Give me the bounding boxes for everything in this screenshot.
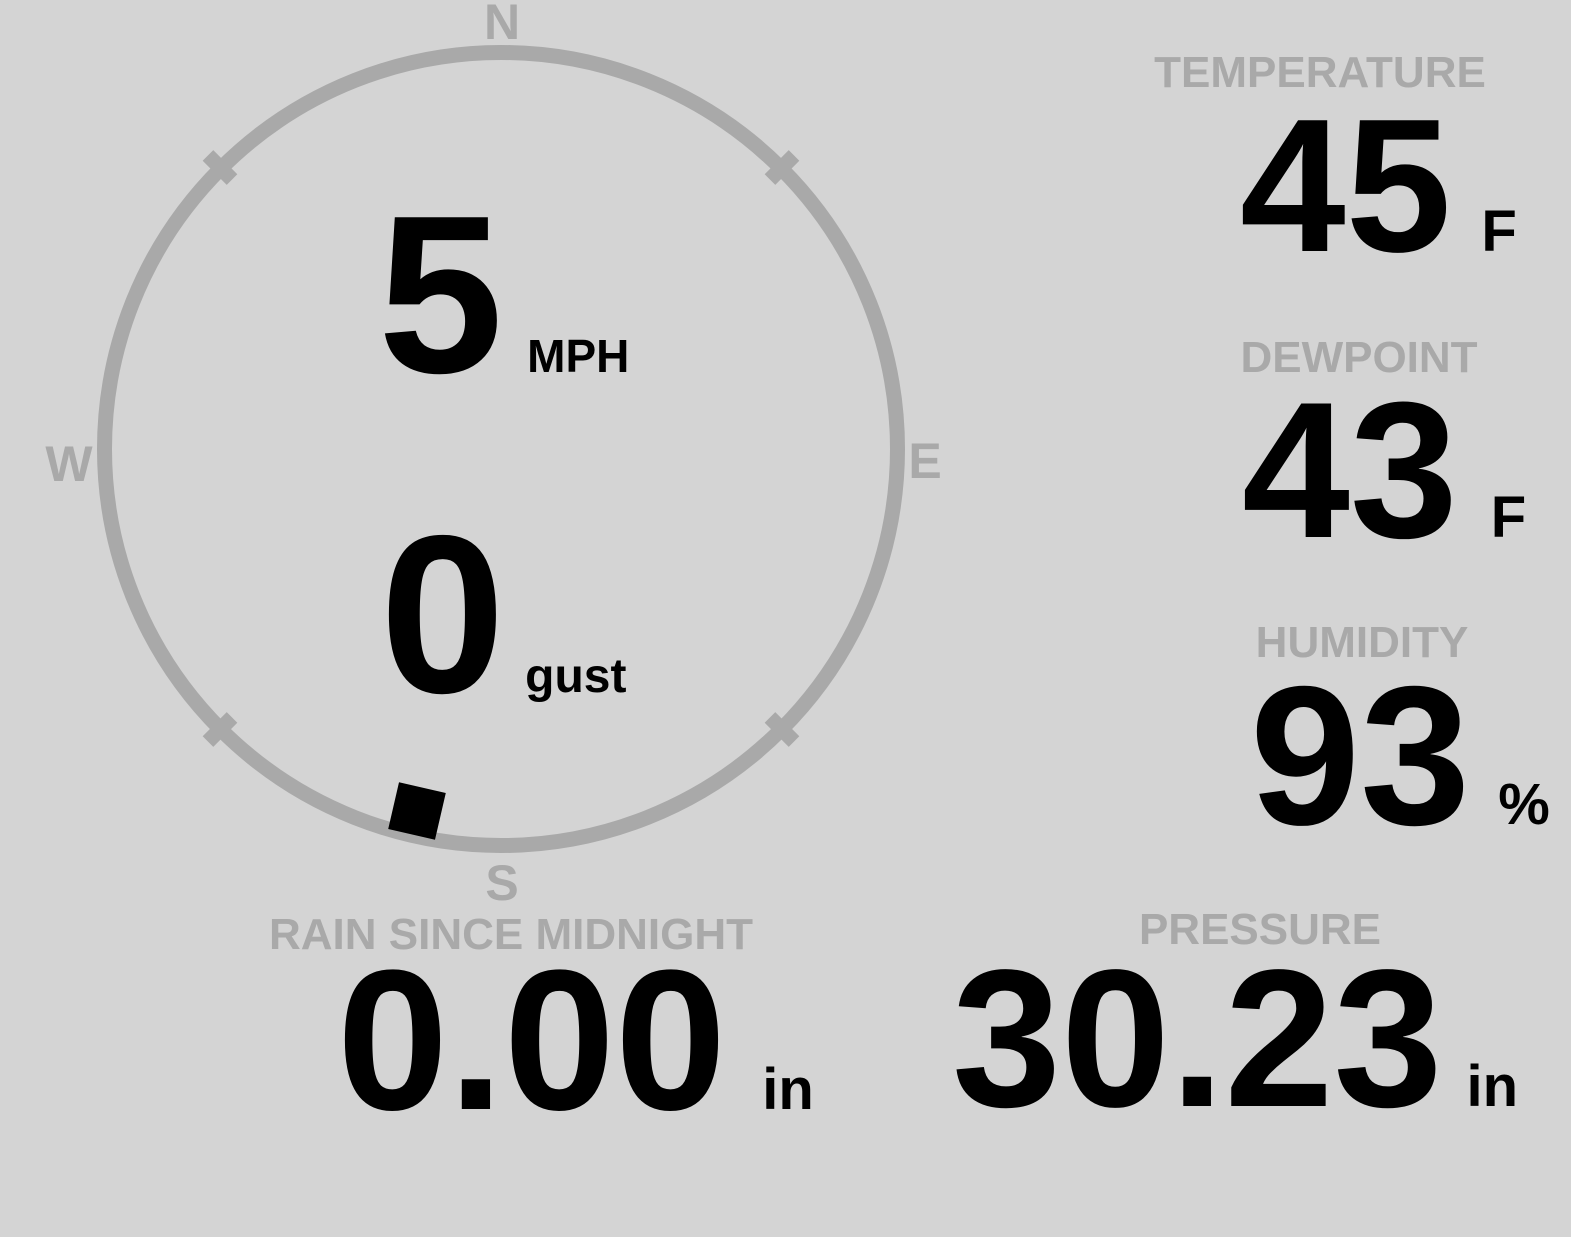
temperature-reading: 45 F: [1240, 91, 1517, 281]
compass-label-west: W: [45, 436, 93, 492]
wind-speed-reading: 5 MPH: [378, 182, 629, 407]
rain-unit: in: [762, 1057, 814, 1122]
rain-label: RAIN SINCE MIDNIGHT: [269, 910, 753, 959]
humidity-label: HUMIDITY: [1255, 618, 1469, 667]
dewpoint-unit: F: [1490, 485, 1527, 550]
pressure-label: PRESSURE: [1138, 905, 1382, 954]
pressure-value: 30.23: [952, 929, 1443, 1148]
wind-speed-value: 5: [378, 168, 504, 420]
wind-gust-unit: gust: [525, 650, 627, 703]
temperature-value: 45: [1240, 80, 1452, 292]
compass-label-north: N: [483, 0, 521, 50]
humidity-unit: %: [1498, 772, 1550, 837]
rain-value: 0.00: [337, 929, 727, 1152]
wind-gust-reading: 0 gust: [380, 502, 626, 727]
temperature-label: TEMPERATURE: [1154, 48, 1486, 97]
wind-compass: N E S W 5 MPH 0 gust: [45, 0, 941, 908]
compass-label-south: S: [485, 855, 519, 911]
pressure-unit: in: [1466, 1054, 1519, 1119]
dewpoint-value: 43: [1242, 362, 1458, 579]
compass-label-east: E: [908, 433, 942, 489]
pressure-reading: 30.23 in: [952, 941, 1518, 1137]
dewpoint-reading: 43 F: [1242, 374, 1526, 568]
wind-gust-value: 0: [380, 488, 506, 740]
humidity-reading: 93 %: [1250, 657, 1550, 855]
wind-speed-unit: MPH: [527, 330, 630, 382]
dewpoint-label: DEWPOINT: [1240, 333, 1478, 382]
temperature-unit: F: [1481, 199, 1517, 264]
humidity-value: 93: [1250, 645, 1471, 866]
rain-reading: 0.00 in: [337, 941, 814, 1141]
